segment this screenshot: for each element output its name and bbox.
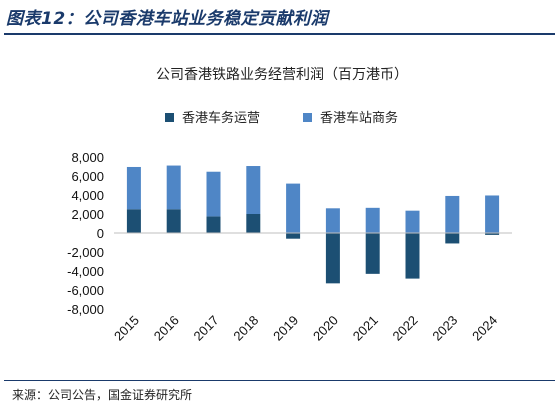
bar-2024-series-2	[485, 195, 500, 233]
x-tick-label: 2017	[191, 313, 222, 344]
x-tick-label: 2015	[111, 313, 142, 344]
bar-2017-series-1	[206, 216, 221, 233]
y-tick-label: 8,000	[71, 150, 104, 165]
bar-2024-series-1	[485, 233, 500, 235]
chart-legend: 香港车务运营 香港车站商务	[165, 110, 398, 126]
x-tick-label: 2018	[230, 313, 261, 344]
bar-2022-series-1	[405, 233, 420, 279]
source-note: 来源：公司公告，国金证券研究所	[12, 388, 193, 402]
y-axis: -8,000 -6,000 -4,000 -2,000 0 2,000 4,000 6,000…	[67, 150, 104, 317]
x-axis: 2015 2016 2017 2018 2019 2020 2021 2022 2023 2024	[111, 313, 500, 344]
bar-2018-series-1	[246, 214, 261, 233]
bar-2017-series-2	[206, 171, 221, 217]
bar-2016-series-1	[166, 209, 181, 233]
x-tick-label: 2022	[390, 313, 421, 344]
legend-swatch-2	[303, 113, 312, 122]
chart: 公司香港铁路业务经营利润（百万港币） 香港车务运营 香港车站商务 -8,000 -6…	[67, 67, 512, 344]
y-tick-label: 6,000	[71, 169, 104, 184]
legend-label-2: 香港车站商务	[320, 110, 398, 126]
figure-title: 图表12：公司香港车站业务稳定贡献利润	[6, 9, 329, 29]
bottom-divider	[4, 380, 555, 381]
y-tick-label: 4,000	[71, 188, 104, 203]
chart-title: 公司香港铁路业务经营利润（百万港币）	[156, 67, 408, 83]
bars	[126, 165, 500, 284]
bar-2021-series-1	[365, 233, 380, 274]
bar-2015-series-1	[126, 209, 141, 233]
y-tick-label: -4,000	[67, 264, 104, 279]
bar-2022-series-2	[405, 210, 420, 233]
legend-swatch-1	[165, 113, 174, 122]
bar-2015-series-2	[126, 166, 141, 210]
y-tick-label: -6,000	[67, 283, 104, 298]
x-tick-label: 2019	[270, 313, 301, 344]
bar-2021-series-2	[365, 207, 380, 233]
bar-2019-series-1	[286, 233, 301, 239]
bar-2020-series-1	[325, 233, 340, 284]
x-tick-label: 2016	[151, 313, 182, 344]
y-tick-label: 0	[97, 226, 104, 241]
x-tick-label: 2023	[429, 313, 460, 344]
x-tick-label: 2021	[350, 313, 381, 344]
bar-2020-series-2	[325, 208, 340, 233]
y-tick-label: 2,000	[71, 207, 104, 222]
x-tick-label: 2020	[310, 313, 341, 344]
bar-2023-series-2	[445, 195, 460, 233]
x-tick-label: 2024	[469, 313, 500, 344]
bar-2023-series-1	[445, 233, 460, 244]
y-tick-label: -2,000	[67, 245, 104, 260]
top-divider	[4, 33, 555, 35]
bar-2016-series-2	[166, 165, 181, 210]
legend-label-1: 香港车务运营	[182, 110, 260, 126]
y-tick-label: -8,000	[67, 302, 104, 317]
bar-2018-series-2	[246, 166, 261, 214]
bar-2019-series-2	[286, 183, 301, 233]
